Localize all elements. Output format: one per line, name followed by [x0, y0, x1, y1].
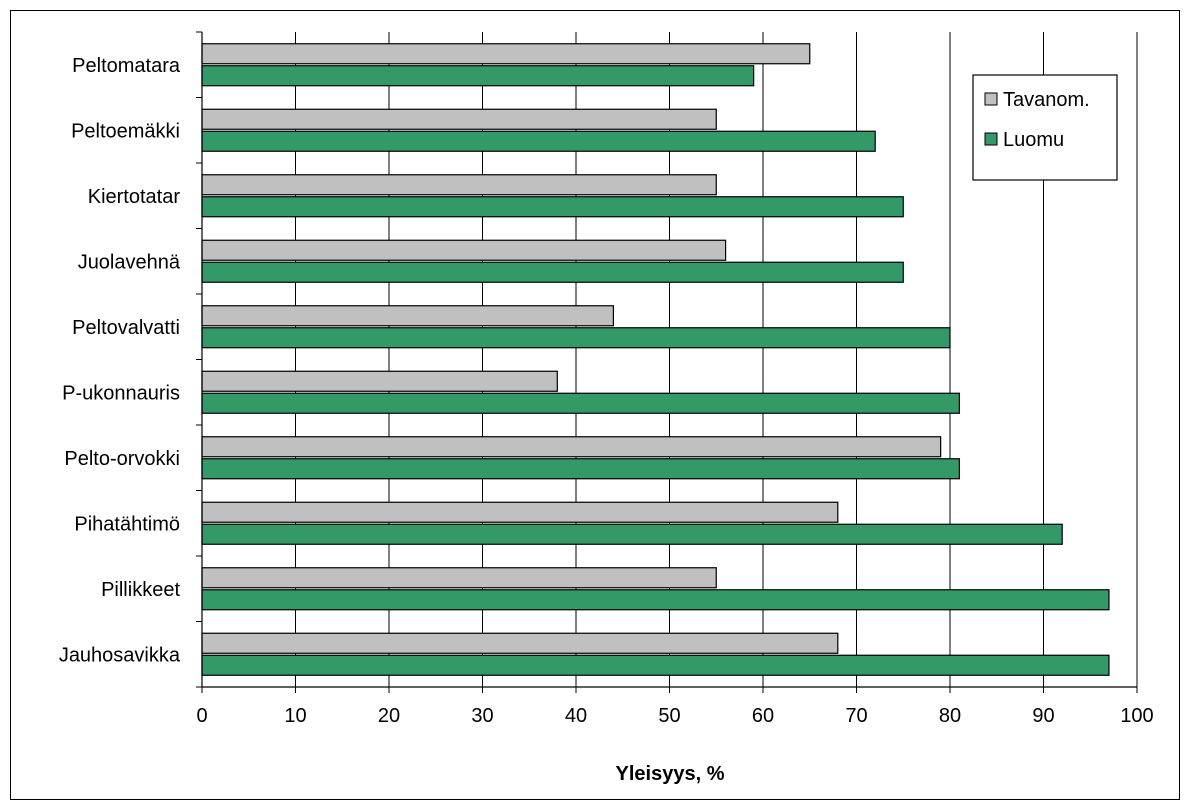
bars: [201, 43, 1110, 676]
bar-luomu: [201, 65, 755, 87]
x-tick-label: 90: [1032, 705, 1054, 727]
x-tick-label: 100: [1120, 705, 1153, 727]
bar-luomu: [201, 654, 1110, 676]
x-tick-label: 70: [845, 705, 867, 727]
bar-luomu: [201, 196, 904, 218]
category-label: Kiertotatar: [88, 186, 181, 208]
legend: Tavanom. Luomu: [972, 74, 1118, 181]
x-tick-label: 30: [471, 705, 493, 727]
x-tick-label: 10: [284, 705, 306, 727]
bar-luomu: [201, 458, 960, 480]
legend-label: Tavanom.: [1003, 89, 1090, 111]
x-tick-label: 60: [752, 705, 774, 727]
bar-tavanom: [201, 43, 811, 65]
bar-tavanom: [201, 567, 717, 589]
category-labels: Peltomatara Peltoemäkki Kiertotatar Juolave…: [59, 55, 181, 667]
bar-luomu: [201, 327, 951, 349]
bar-tavanom: [201, 239, 727, 261]
bar-luomu: [201, 261, 904, 283]
category-label: Pelto-orvokki: [64, 448, 180, 470]
axes: [196, 31, 1138, 693]
bar-tavanom: [201, 501, 839, 523]
category-label: Peltomatara: [72, 55, 181, 77]
x-tick-label: 0: [196, 705, 207, 727]
x-tick-label: 40: [565, 705, 587, 727]
bar-luomu: [201, 392, 960, 414]
category-label: Peltovalvatti: [72, 317, 180, 339]
bar-luomu: [201, 589, 1110, 611]
category-label: Peltoemäkki: [71, 120, 180, 142]
x-tick-label: 20: [378, 705, 400, 727]
x-tick-label: 80: [939, 705, 961, 727]
category-label: Juolavehnä: [78, 251, 181, 273]
bar-luomu: [201, 523, 1063, 545]
bar-tavanom: [201, 436, 942, 458]
category-label: P-ukonnauris: [62, 382, 180, 404]
bar-luomu: [201, 130, 876, 152]
bar-tavanom: [201, 305, 614, 327]
bar-tavanom: [201, 632, 839, 654]
x-tick-label: 50: [658, 705, 680, 727]
legend-label: Luomu: [1003, 129, 1064, 151]
bar-tavanom: [201, 370, 558, 392]
category-label: Pihatähtimö: [74, 513, 180, 535]
category-label: Jauhosavikka: [59, 644, 181, 666]
bar-tavanom: [201, 174, 717, 196]
legend-swatch: [984, 92, 998, 106]
x-axis-title: Yleisyys, %: [616, 763, 725, 785]
category-label: Pillikkeet: [101, 579, 180, 601]
bar-tavanom: [201, 108, 717, 130]
x-tick-labels: 0 10 20 30 40 50 60 70 80 90 100: [196, 705, 1153, 727]
legend-swatch: [984, 132, 998, 146]
